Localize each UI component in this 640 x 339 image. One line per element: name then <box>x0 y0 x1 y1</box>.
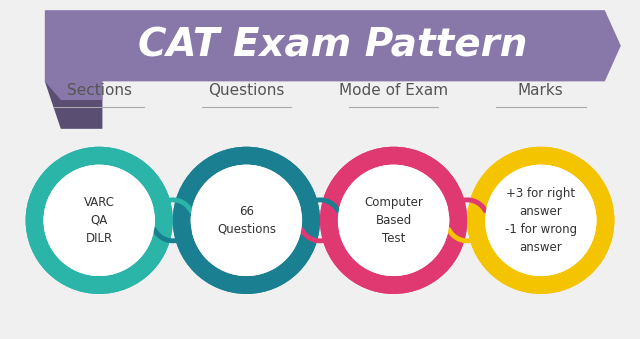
Circle shape <box>338 165 449 276</box>
Circle shape <box>26 147 173 294</box>
Circle shape <box>191 165 302 276</box>
Polygon shape <box>45 10 621 81</box>
Circle shape <box>467 147 614 294</box>
Circle shape <box>26 147 173 294</box>
Text: VARC
QA
DILR: VARC QA DILR <box>84 196 115 245</box>
Text: CAT Exam Pattern: CAT Exam Pattern <box>138 27 527 65</box>
Circle shape <box>173 147 320 294</box>
Polygon shape <box>45 81 102 103</box>
Circle shape <box>485 165 596 276</box>
Text: Sections: Sections <box>67 83 132 98</box>
Text: Questions: Questions <box>208 83 285 98</box>
Circle shape <box>173 147 320 294</box>
Circle shape <box>338 165 449 276</box>
Circle shape <box>320 147 467 294</box>
Circle shape <box>44 165 155 276</box>
Circle shape <box>338 165 449 276</box>
Text: Mode of Exam: Mode of Exam <box>339 83 448 98</box>
Circle shape <box>485 165 596 276</box>
Circle shape <box>44 165 155 276</box>
Circle shape <box>44 165 155 276</box>
Text: 66
Questions: 66 Questions <box>217 205 276 236</box>
Circle shape <box>191 165 302 276</box>
Circle shape <box>485 165 596 276</box>
Text: +3 for right
answer
-1 for wrong
answer: +3 for right answer -1 for wrong answer <box>505 187 577 254</box>
Circle shape <box>467 147 614 294</box>
Polygon shape <box>45 81 102 129</box>
Circle shape <box>320 147 467 294</box>
Circle shape <box>191 165 302 276</box>
Text: Marks: Marks <box>518 83 564 98</box>
Text: Computer
Based
Test: Computer Based Test <box>364 196 423 245</box>
